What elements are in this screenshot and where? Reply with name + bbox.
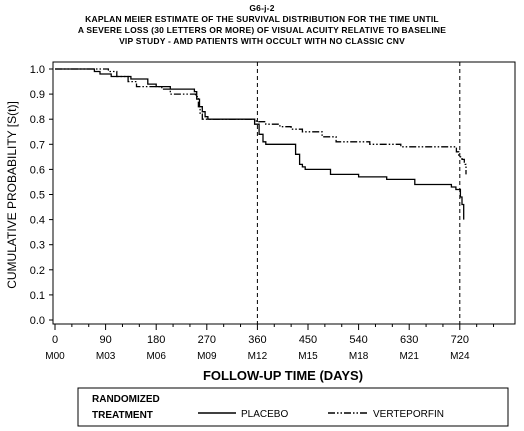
chart-title-id: G6-j-2 (249, 3, 274, 13)
y-axis-label: CUMULATIVE PROBABILITY [S(t)] (5, 101, 19, 289)
series-layer (55, 68, 467, 220)
chart-title-line-2: A SEVERE LOSS (30 LETTERS OR MORE) OF VI… (78, 25, 446, 35)
y-tick-label: 0.7 (30, 139, 45, 151)
series-line-placebo (55, 68, 465, 220)
y-tick-label: 0.1 (30, 290, 45, 302)
legend-box (77, 387, 509, 427)
y-axis: 0.0 0.1 0.2 0.3 0.4 0.5 0.6 0.7 0.8 0.9 1.0 (30, 64, 53, 327)
y-tick-label: 0.4 (30, 215, 45, 227)
x-tick-label: 0 (52, 334, 58, 346)
month-label: M00 (45, 351, 65, 362)
x-tick-label: 450 (299, 334, 317, 346)
plot-frame (52, 61, 516, 325)
x-tick-label: 630 (400, 334, 418, 346)
month-label: M24 (450, 351, 470, 362)
month-label: M15 (298, 351, 318, 362)
series-line-verteporfin (55, 68, 467, 175)
x-tick-label: 360 (248, 334, 266, 346)
chart-title-line-3: VIP STUDY - AMD PATIENTS WITH OCCULT WIT… (119, 36, 405, 46)
legend-placebo-label: PLACEBO (241, 409, 288, 420)
reference-lines (256, 62, 461, 324)
month-label: M03 (96, 351, 116, 362)
y-tick-label: 1.0 (30, 64, 45, 76)
x-tick-label: 180 (147, 334, 165, 346)
x-axis: 0 M00 90 M03 180 M06 270 M09 360 M12 450 M15 540 M18 6… (45, 324, 495, 362)
month-label: M12 (248, 351, 268, 362)
x-axis-label: FOLLOW-UP TIME (DAYS) (203, 368, 363, 383)
y-tick-label: 0.8 (30, 114, 45, 126)
month-label: M09 (197, 351, 217, 362)
x-tick-label: 720 (451, 334, 469, 346)
legend-title-line-1: RANDOMIZED (92, 394, 160, 405)
y-tick-label: 0.3 (30, 240, 45, 252)
x-tick-label: 90 (99, 334, 111, 346)
legend-verteporfin-label: VERTEPORFIN (373, 409, 444, 420)
month-label: M06 (146, 351, 166, 362)
x-tick-label: 270 (198, 334, 216, 346)
legend-title-line-2: TREATMENT (92, 410, 153, 421)
x-tick-label: 540 (349, 334, 367, 346)
month-label: M21 (399, 351, 419, 362)
y-tick-label: 0.0 (30, 315, 45, 327)
chart-title-line-1: KAPLAN MEIER ESTIMATE OF THE SURVIVAL DI… (85, 14, 439, 24)
y-tick-label: 0.5 (30, 190, 45, 202)
y-tick-label: 0.2 (30, 265, 45, 277)
month-label: M18 (349, 351, 369, 362)
y-tick-label: 0.9 (30, 89, 45, 101)
y-tick-label: 0.6 (30, 164, 45, 176)
